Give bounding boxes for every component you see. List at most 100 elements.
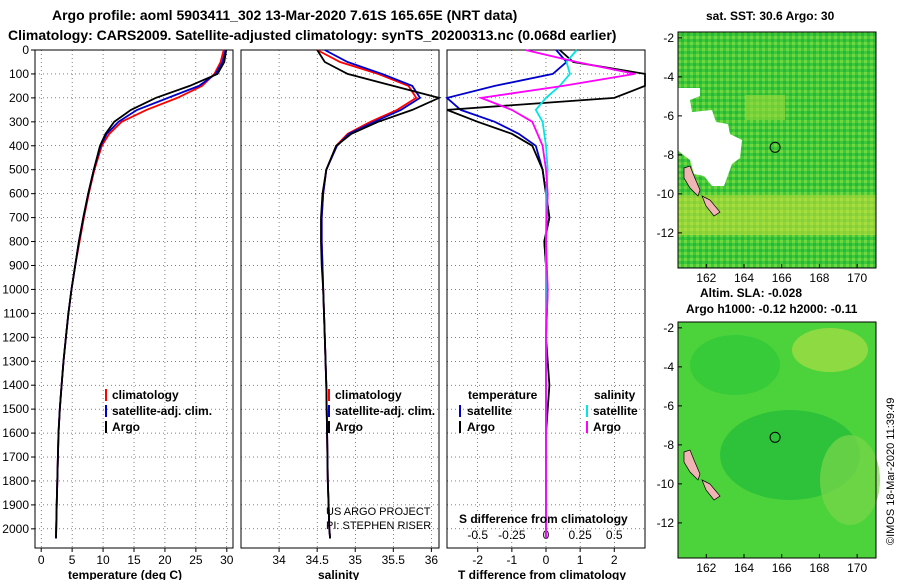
x-tick-label: 20 bbox=[158, 553, 172, 567]
y-tick-label: 600 bbox=[9, 187, 29, 201]
salinity-xlabel: salinity bbox=[318, 568, 360, 580]
map-x-tick-label: 170 bbox=[847, 561, 867, 575]
x-tick-label: 35.5 bbox=[382, 553, 406, 567]
y-tick-label: 1200 bbox=[2, 330, 29, 344]
legend-label-t-argo: Argo bbox=[467, 420, 495, 434]
salinity-legend: climatology satellite-adj. clim. Argo US… bbox=[326, 388, 435, 532]
salinity-grid bbox=[241, 49, 439, 548]
sst-island-2 bbox=[701, 195, 721, 217]
x-tick-label: 1 bbox=[577, 553, 584, 567]
map-x-tick-label: 162 bbox=[696, 561, 716, 575]
series-line-satellite-adj-clim- bbox=[320, 49, 422, 539]
temperature-grid bbox=[35, 49, 233, 548]
map-y-tick-label: -4 bbox=[663, 70, 674, 84]
x-tick-label: 0 bbox=[38, 553, 45, 567]
sst-argo-location-marker bbox=[769, 141, 781, 153]
map-y-tick-label: -10 bbox=[657, 187, 675, 201]
map-x-tick-label: 170 bbox=[847, 271, 867, 285]
difference-xlabel: T difference from climatology bbox=[458, 568, 626, 580]
x-tick-label: 34 bbox=[272, 553, 286, 567]
y-tick-label: 300 bbox=[9, 115, 29, 129]
sla-map-frame bbox=[677, 321, 877, 559]
x-tick-label: -1 bbox=[507, 553, 518, 567]
salinity-panel-frame bbox=[240, 49, 440, 549]
sla-map-subtitle: Argo h1000: -0.12 h2000: -0.11 bbox=[686, 302, 858, 316]
series-line-satellite-adj-clim- bbox=[55, 49, 227, 539]
temperature-x-axis: 0 5 10 15 20 25 30 bbox=[38, 548, 234, 567]
map-y-tick-label: -12 bbox=[657, 226, 675, 240]
title-line-1: Argo profile: aoml 5903411_302 13-Mar-20… bbox=[52, 7, 517, 23]
sla-map-title: Altim. SLA: -0.028 bbox=[700, 286, 802, 300]
difference-inner-label: S difference from climatology bbox=[459, 512, 628, 526]
map-x-tick-label: 164 bbox=[734, 271, 754, 285]
x-tick-label: 2 bbox=[611, 553, 618, 567]
sst-map: 162 164 166 168 170 -2 -4 -6 -8 -10 -12 bbox=[657, 31, 877, 285]
series-line-salinity-argo bbox=[477, 49, 635, 539]
map-y-tick-label: -4 bbox=[663, 360, 674, 374]
y-tick-label: 900 bbox=[9, 258, 29, 272]
series-line-climatology bbox=[55, 49, 225, 539]
legend-label-climatology: climatology bbox=[335, 388, 402, 402]
map-x-tick-label: 166 bbox=[772, 271, 792, 285]
legend-title-temperature: temperature bbox=[468, 388, 538, 402]
legend-label-t-satellite: satellite bbox=[467, 404, 512, 418]
x-tick-label: 35 bbox=[349, 553, 363, 567]
depth-axis: 0 100 200 300 400 500 600 700 800 900 1000 1100 1200… bbox=[2, 43, 35, 536]
sla-field-patch-2 bbox=[792, 328, 868, 372]
legend-label-s-satellite: satellite bbox=[593, 404, 638, 418]
temperature-xlabel: temperature (deg C) bbox=[68, 568, 182, 580]
series-line-salinity-satellite bbox=[534, 49, 578, 539]
series-line-temperature-argo bbox=[446, 49, 646, 539]
x-tick-label: -2 bbox=[472, 553, 483, 567]
map-y-tick-label: -2 bbox=[663, 321, 674, 335]
legend-label-satellite: satellite-adj. clim. bbox=[335, 404, 435, 418]
temperature-series bbox=[55, 49, 228, 539]
legend-label-argo: Argo bbox=[335, 420, 363, 434]
y-tick-label: 1000 bbox=[2, 282, 29, 296]
map-y-tick-label: -12 bbox=[657, 516, 675, 530]
title-line-2: Climatology: CARS2009. Satellite-adjuste… bbox=[8, 27, 616, 43]
legend-label-s-argo: Argo bbox=[593, 420, 621, 434]
map-x-tick-label: 164 bbox=[734, 561, 754, 575]
imos-timestamp: ©IMOS 18-Mar-2020 11:39:49 bbox=[885, 398, 897, 545]
y-tick-label: 1600 bbox=[2, 426, 29, 440]
y-tick-label: 200 bbox=[9, 91, 29, 105]
y-tick-label: 500 bbox=[9, 163, 29, 177]
map-x-tick-label: 162 bbox=[696, 271, 716, 285]
sst-map-title: sat. SST: 30.6 Argo: 30 bbox=[706, 9, 835, 23]
map-x-tick-label: 168 bbox=[809, 271, 829, 285]
difference-series bbox=[445, 49, 646, 539]
salinity-x-axis: 34 34.5 35 35.5 36 bbox=[272, 548, 438, 567]
sla-map-axes: 162 164 166 168 170 -2 -4 -6 -8 -10 -12 bbox=[657, 321, 868, 575]
map-y-tick-label: -10 bbox=[657, 477, 675, 491]
sla-field-patch-4 bbox=[820, 435, 880, 525]
sla-island-1 bbox=[683, 449, 701, 481]
x-tick-label: 36 bbox=[425, 553, 439, 567]
map-y-tick-label: -8 bbox=[663, 148, 674, 162]
map-x-tick-label: 168 bbox=[809, 561, 829, 575]
series-line-temperature-satellite bbox=[445, 49, 568, 539]
series-line-climatology bbox=[316, 49, 418, 539]
y-tick-label: 0 bbox=[22, 43, 29, 57]
sal-diff-tick-label: 0.5 bbox=[606, 528, 623, 542]
y-tick-label: 400 bbox=[9, 139, 29, 153]
salinity-series bbox=[316, 49, 442, 539]
y-tick-label: 800 bbox=[9, 235, 29, 249]
sal-diff-tick-label: -0.25 bbox=[498, 528, 526, 542]
map-y-tick-label: -6 bbox=[663, 399, 674, 413]
temperature-legend: climatology satellite-adj. clim. Argo bbox=[105, 388, 212, 434]
sst-island-1 bbox=[683, 165, 701, 197]
x-tick-label: 5 bbox=[69, 553, 76, 567]
sla-map: 162 164 166 168 170 -2 -4 -6 -8 -10 -12 bbox=[657, 321, 880, 575]
y-tick-label: 1300 bbox=[2, 354, 29, 368]
map-y-tick-label: -8 bbox=[663, 438, 674, 452]
legend-label-argo: Argo bbox=[112, 420, 140, 434]
x-tick-label: 34.5 bbox=[305, 553, 329, 567]
y-tick-label: 2000 bbox=[2, 522, 29, 536]
map-y-tick-label: -6 bbox=[663, 109, 674, 123]
x-tick-label: 10 bbox=[96, 553, 110, 567]
y-tick-label: 1100 bbox=[3, 306, 29, 320]
sla-island-2 bbox=[701, 479, 721, 501]
legend-label-climatology: climatology bbox=[112, 388, 179, 402]
sla-field-patch-1 bbox=[690, 335, 780, 395]
